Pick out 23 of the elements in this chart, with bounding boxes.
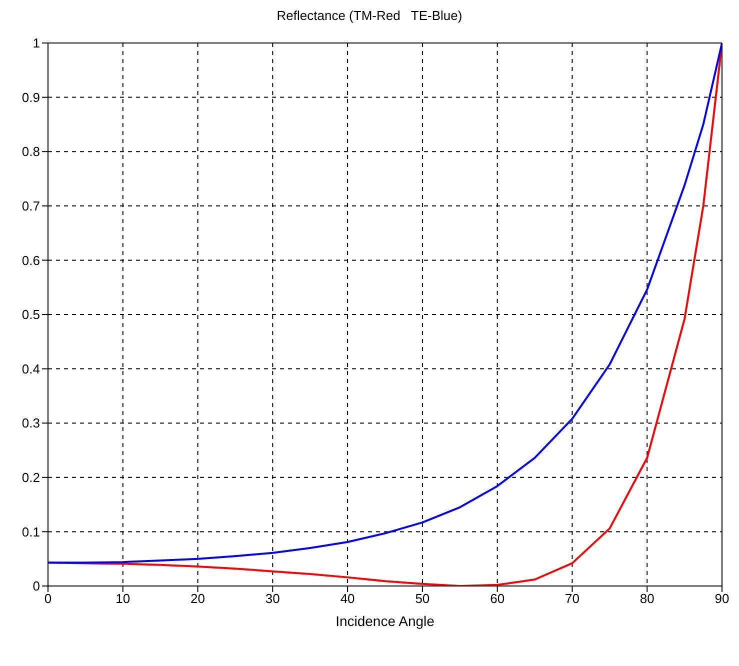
x-tick-label: 0 bbox=[44, 591, 52, 606]
x-tick-label: 90 bbox=[714, 591, 730, 606]
y-tick-label: 1 bbox=[32, 36, 40, 51]
x-axis-title: Incidence Angle bbox=[336, 613, 435, 629]
x-tick-label: 70 bbox=[564, 591, 580, 606]
y-tick-label: 0.7 bbox=[22, 198, 40, 214]
x-tick-label: 10 bbox=[116, 591, 130, 606]
chart-title: Reflectance (TM-Red TE-Blue) bbox=[276, 8, 464, 25]
y-tick-label: 0.6 bbox=[22, 252, 40, 268]
x-tick-label: 50 bbox=[415, 591, 430, 606]
x-tick-label: 80 bbox=[640, 591, 654, 606]
x-tick-label: 40 bbox=[340, 591, 355, 606]
x-tick-label: 30 bbox=[265, 591, 280, 606]
y-tick-label: 0.8 bbox=[22, 144, 40, 160]
y-tick-label: 0.4 bbox=[22, 361, 40, 376]
y-tick-label: 0.2 bbox=[22, 470, 40, 486]
y-tick-label: 0 bbox=[32, 578, 40, 594]
x-tick-label: 20 bbox=[190, 591, 206, 606]
y-tick-label: 0.9 bbox=[22, 90, 40, 105]
x-tick-label: 60 bbox=[490, 591, 505, 606]
y-tick-label: 0.1 bbox=[22, 524, 40, 540]
y-tick-label: 0.5 bbox=[22, 307, 40, 322]
y-tick-label: 0.3 bbox=[22, 416, 40, 431]
